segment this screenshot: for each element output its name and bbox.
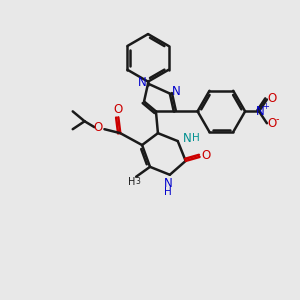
Text: N: N: [183, 132, 192, 145]
Text: H: H: [128, 177, 136, 187]
Text: N: N: [256, 105, 264, 118]
Text: O: O: [267, 92, 277, 105]
Text: N: N: [171, 85, 180, 98]
Text: O: O: [114, 103, 123, 116]
Text: +: +: [262, 102, 269, 111]
Text: N: N: [138, 76, 146, 89]
Text: O: O: [267, 117, 277, 130]
Text: O: O: [202, 149, 211, 162]
Text: H: H: [192, 133, 200, 143]
Text: -: -: [275, 114, 279, 124]
Text: 3: 3: [136, 177, 140, 186]
Text: H: H: [164, 187, 172, 196]
Text: O: O: [94, 121, 103, 134]
Text: N: N: [164, 177, 172, 190]
